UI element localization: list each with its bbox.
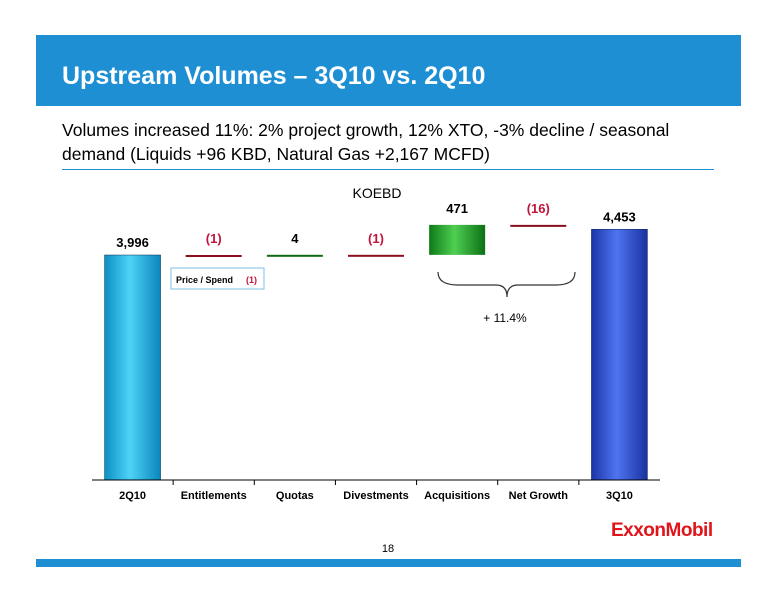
- price-spend-box: [170, 267, 265, 290]
- value-label-quotas: 4: [291, 231, 299, 246]
- value-label-2q10: 3,996: [116, 235, 149, 250]
- divider: [62, 169, 714, 170]
- subtitle: Volumes increased 11%: 2% project growth…: [62, 120, 670, 164]
- bar-divestments: [348, 254, 404, 257]
- tick-label-2q10: 2Q10: [119, 490, 146, 502]
- tick-label-3q10: 3Q10: [606, 490, 633, 502]
- bottom-bar: [36, 559, 741, 567]
- page-number: 18: [381, 543, 395, 555]
- value-label-divestments: (1): [368, 231, 384, 246]
- price-spend-value: (1): [246, 275, 257, 285]
- tick-label-entitlements: Entitlements: [181, 490, 247, 502]
- bar-acquisitions: [429, 224, 486, 255]
- tick-label-net-growth: Net Growth: [509, 490, 569, 502]
- bar-2q10: [104, 254, 161, 481]
- growth-brace: [437, 271, 576, 298]
- tick-label-divestments: Divestments: [343, 490, 408, 502]
- unit-label: KOEBD: [352, 185, 401, 201]
- bar-net-growth: [510, 224, 567, 227]
- value-label-acquisitions: 471: [446, 201, 468, 216]
- growth-brace-text: + 11.4%: [483, 311, 527, 325]
- tick-label-quotas: Quotas: [276, 490, 314, 502]
- value-label-entitlements: (1): [206, 231, 222, 246]
- title-bar: Upstream Volumes – 3Q10 vs. 2Q10: [36, 35, 741, 106]
- bar-3q10: [591, 229, 648, 481]
- value-label-3q10: 4,453: [603, 209, 636, 224]
- bar-entitlements: [185, 255, 242, 257]
- price-spend-label: Price / Spend: [176, 275, 233, 285]
- tick-label-acquisitions: Acquisitions: [424, 490, 490, 502]
- bar-quotas: [266, 254, 323, 257]
- value-label-net-growth: (16): [527, 201, 550, 216]
- page-title: Upstream Volumes – 3Q10 vs. 2Q10: [62, 62, 486, 90]
- exxonmobil-logo: ExxonMobil: [611, 520, 713, 541]
